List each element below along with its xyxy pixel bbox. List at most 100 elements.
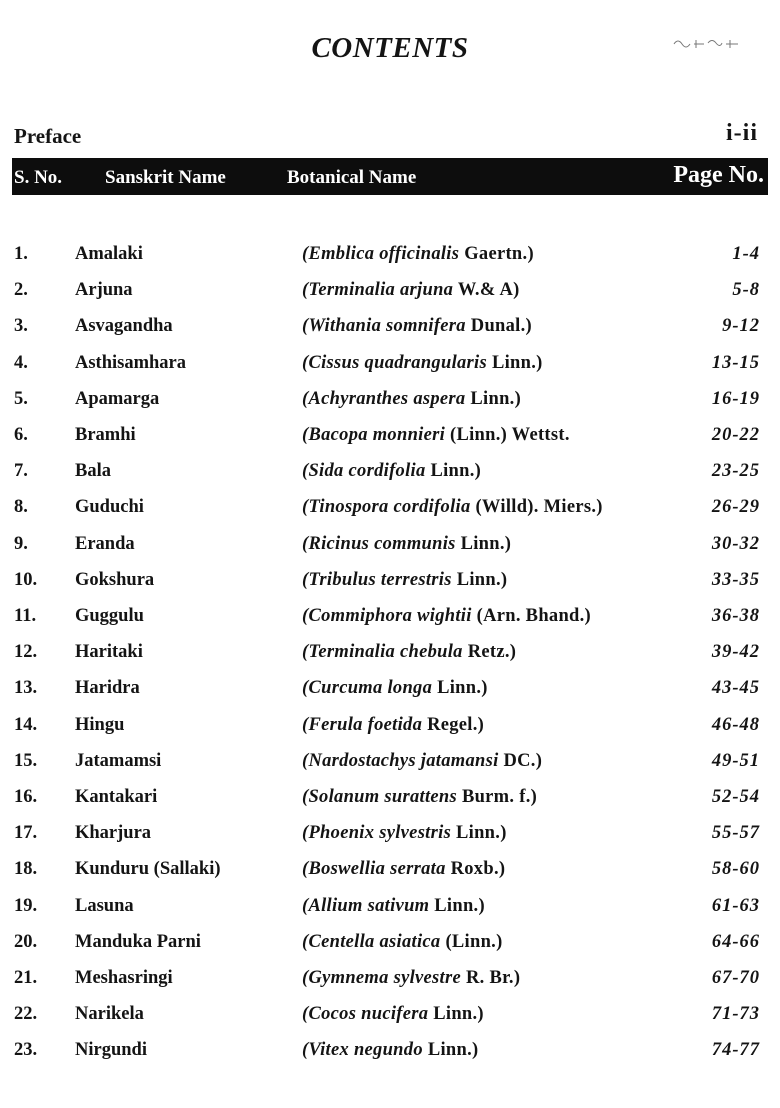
serial-number: 16.	[14, 787, 38, 807]
sanskrit-name: Haridra	[75, 678, 140, 699]
serial-number: 22.	[14, 1004, 38, 1025]
botanical-name: (Allium sativum Linn.)	[302, 896, 485, 917]
authority: Burm. f.)	[461, 787, 538, 807]
serial-number: 15.	[14, 750, 38, 771]
sanskrit-name: Gokshura	[75, 569, 155, 590]
serial-number: 4.	[14, 352, 28, 373]
page-range: 74-77	[711, 1040, 760, 1061]
table-row: 15. Jatamamsi (Nardostachys jatamansi DC.)…	[0, 751, 780, 781]
species-name: (Phoenix sylvestris	[302, 823, 452, 844]
table-row: 11. Guggulu (Commiphora wightii (Arn. Bhan…	[0, 606, 780, 636]
table-row: 17. Kharjura (Phoenix sylvestris Linn.) 55-…	[0, 823, 780, 853]
preface-pages: i-ii	[726, 120, 758, 146]
sanskrit-name: Meshasringi	[75, 968, 173, 988]
species-name: (Sida cordifolia	[302, 461, 426, 482]
page-range: 43-45	[711, 678, 760, 699]
sanskrit-name: Bramhi	[75, 425, 136, 445]
serial-number: 13.	[14, 678, 38, 699]
table-header: S. No. Sanskrit Name Botanical Name Page…	[12, 158, 768, 195]
authority: (Linn.) Wettst.	[449, 425, 570, 445]
sanskrit-name: Jatamamsi	[75, 750, 162, 771]
authority: Roxb.)	[450, 859, 506, 880]
authority: Linn.)	[456, 569, 508, 590]
authority: Regel.)	[427, 714, 485, 735]
table-row: 9. Eranda (Ricinus communis Linn.) 30-32	[0, 534, 780, 564]
preface-label: Preface	[14, 124, 82, 148]
serial-number: 23.	[14, 1040, 38, 1061]
table-row: 23. Nirgundi (Vitex negundo Linn.) 74-77	[0, 1040, 780, 1070]
species-name: (Solanum surattens	[302, 787, 457, 807]
page-range: 9-12	[722, 316, 760, 337]
page-title: CONTENTS	[311, 32, 469, 64]
species-name: (Commiphora wightii	[302, 606, 472, 626]
authority: Gaertn.)	[464, 244, 534, 264]
table-row: 5. Apamarga (Achyranthes aspera Linn.) 16-1…	[0, 389, 780, 419]
header-sanskrit: Sanskrit Name	[105, 167, 226, 188]
botanical-name: (Withania somnifera Dunal.)	[302, 316, 532, 337]
sanskrit-name: Apamarga	[75, 388, 160, 409]
table-row: 18. Kunduru (Sallaki) (Boswellia serrata R…	[0, 859, 780, 889]
authority: Linn.)	[470, 388, 522, 409]
table-row: 14. Hingu (Ferula foetida Regel.) 46-48	[0, 715, 780, 745]
botanical-name: (Boswellia serrata Roxb.)	[302, 859, 505, 880]
sanskrit-name: Narikela	[75, 1004, 144, 1025]
page-range: 33-35	[711, 569, 760, 590]
serial-number: 2.	[14, 280, 28, 301]
species-name: (Boswellia serrata	[302, 859, 446, 880]
header-page: Page No.	[673, 162, 764, 188]
page-range: 64-66	[711, 931, 760, 952]
sanskrit-name: Asthisamhara	[75, 352, 187, 373]
authority: (Willd). Miers.)	[475, 497, 603, 518]
botanical-name: (Vitex negundo Linn.)	[302, 1040, 478, 1061]
serial-number: 21.	[14, 968, 38, 988]
botanical-name: (Bacopa monnieri (Linn.) Wettst.	[302, 425, 570, 446]
authority: (Arn. Bhand.)	[476, 606, 592, 626]
serial-number: 19.	[14, 895, 38, 916]
authority: Linn.)	[430, 461, 482, 482]
species-name: (Ricinus communis	[302, 533, 456, 554]
page-range: 52-54	[711, 787, 760, 807]
page-range: 5-8	[732, 280, 760, 301]
authority: Linn.)	[456, 823, 507, 844]
table-row: 13. Haridra (Curcuma longa Linn.) 43-45	[0, 678, 780, 708]
botanical-name: (Tribulus terrestris Linn.)	[302, 570, 507, 591]
authority: DC.)	[503, 750, 543, 771]
species-name: (Cocos nucifera	[302, 1004, 429, 1025]
serial-number: 3.	[14, 316, 28, 337]
page-range: 23-25	[711, 461, 760, 482]
authority: Linn.)	[434, 895, 485, 916]
authority: W.& A)	[457, 280, 520, 301]
sanskrit-name: Bala	[75, 461, 111, 482]
sanskrit-name: Kunduru (Sallaki)	[75, 859, 221, 880]
botanical-name: (Phoenix sylvestris Linn.)	[302, 823, 507, 844]
page-range: 55-57	[711, 823, 760, 844]
sanskrit-name: Lasuna	[75, 895, 134, 916]
page-range: 71-73	[711, 1004, 760, 1025]
page-range: 61-63	[711, 895, 760, 916]
sanskrit-name: Kharjura	[75, 823, 152, 844]
species-name: (Curcuma longa	[302, 678, 433, 699]
page-range: 39-42	[711, 642, 760, 663]
species-name: (Achyranthes aspera	[302, 388, 466, 409]
serial-number: 10.	[14, 569, 38, 590]
species-name: (Terminalia chebula	[302, 642, 463, 663]
sanskrit-name: Guggulu	[75, 606, 144, 626]
authority: Linn.)	[433, 1004, 484, 1025]
species-name: (Cissus quadrangularis	[302, 352, 487, 373]
botanical-name: (Sida cordifolia Linn.)	[302, 461, 481, 482]
botanical-name: (Commiphora wightii (Arn. Bhand.)	[302, 606, 591, 627]
serial-number: 14.	[14, 714, 38, 735]
authority: Linn.)	[427, 1040, 479, 1061]
species-name: (Tinospora cordifolia	[302, 497, 471, 518]
botanical-name: (Gymnema sylvestre R. Br.)	[302, 968, 520, 989]
serial-number: 11.	[14, 606, 37, 626]
botanical-name: (Terminalia chebula Retz.)	[302, 642, 516, 663]
sanskrit-name: Guduchi	[75, 497, 144, 518]
species-name: (Nardostachys jatamansi	[302, 750, 499, 771]
serial-number: 7.	[14, 461, 28, 482]
page-range: 30-32	[711, 533, 760, 554]
header-sno: S. No.	[14, 167, 63, 188]
serial-number: 8.	[14, 497, 28, 518]
botanical-name: (Achyranthes aspera Linn.)	[302, 389, 521, 410]
table-row: 20. Manduka Parni (Centella asiatica (Linn…	[0, 932, 780, 962]
